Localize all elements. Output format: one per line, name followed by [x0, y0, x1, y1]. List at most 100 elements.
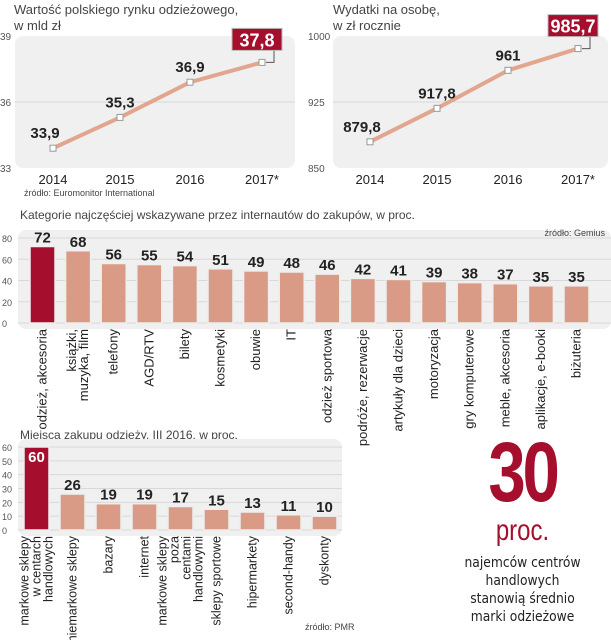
y-tick-label: 50: [2, 457, 12, 467]
callout-leader: [582, 34, 591, 50]
data-label: 39: [426, 265, 443, 282]
data-point: [258, 58, 266, 66]
data-point: [574, 45, 582, 53]
source-note: źródło: PMR: [305, 622, 355, 632]
data-point: [186, 78, 194, 86]
data-label: 48: [283, 255, 300, 272]
x-tick-label: 2016: [176, 172, 205, 187]
x-tick-label: 2014: [39, 172, 68, 187]
y-tick-label: 39: [0, 32, 12, 43]
bar: [29, 245, 56, 324]
bar: [278, 271, 305, 324]
x-tick-label: handlowymi: [192, 536, 206, 602]
data-label: 35: [533, 269, 550, 286]
callout-text: najemców centrów handlowych stanowią śre…: [464, 555, 581, 625]
x-tick-label: 2014: [356, 172, 385, 187]
bar: [207, 268, 234, 324]
y-tick-label: 850: [308, 164, 325, 175]
bar: [563, 285, 590, 324]
x-tick-label: markowe sklepy: [156, 535, 170, 625]
chart-title: Wydatki na osobę,: [333, 2, 440, 17]
x-tick-label: kosmetyki: [213, 329, 228, 387]
x-tick-label: odzież sportowa: [319, 328, 334, 423]
data-label: 46: [319, 257, 336, 274]
bar: [136, 263, 163, 324]
x-tick-label: obuwie: [248, 329, 263, 370]
y-tick-label: 40: [2, 277, 12, 287]
callout-number: 30: [488, 425, 560, 519]
data-label: 917,8: [418, 85, 456, 102]
y-tick-label: 80: [2, 234, 12, 244]
bar: [59, 493, 86, 531]
data-label: 13: [244, 495, 261, 512]
data-label: 41: [390, 262, 407, 279]
data-label: 49: [248, 254, 265, 271]
x-tick-label: książki,: [64, 329, 79, 372]
x-tick-label: 2016: [494, 172, 523, 187]
x-tick-label: bazary: [102, 535, 116, 573]
y-tick-label: 40: [2, 471, 12, 481]
bar: [420, 280, 448, 324]
chart-subtitle: w mld zł: [13, 18, 61, 33]
y-tick-label: 925: [308, 98, 325, 109]
x-tick-label: 2017*: [245, 172, 279, 187]
data-label: 37: [497, 267, 514, 284]
series-line: [52, 60, 263, 151]
data-point: [116, 113, 124, 121]
y-tick-label: 10: [2, 512, 12, 522]
x-tick-label: motoryzacja: [426, 328, 441, 399]
bar: [311, 515, 338, 531]
chart-title: Kategorie najczęściej wskazywane przez i…: [20, 208, 415, 222]
data-label: 19: [136, 487, 153, 504]
bar: [64, 250, 92, 324]
bar: [131, 502, 158, 531]
series-line: [369, 46, 579, 144]
x-tick-label: markowe sklepy: [18, 535, 32, 625]
data-label: 15: [208, 492, 225, 509]
chart-title: Wartość polskiego rynku odzieżowego,: [14, 2, 238, 17]
callout: 30 proc. najemców centrów handlowych sta…: [440, 430, 605, 626]
y-tick-label: 60: [2, 443, 12, 453]
data-label: 42: [355, 261, 372, 278]
data-label: 11: [281, 498, 297, 515]
bar: [527, 285, 555, 324]
x-tick-label: gry komputerowe: [462, 329, 477, 429]
x-tick-label: podróże, rezerwacje: [355, 329, 370, 446]
bar: [314, 273, 341, 324]
bar: [95, 502, 122, 531]
y-tick-label: 1000: [308, 32, 331, 43]
data-label: 17: [172, 489, 189, 506]
x-tick-label: poza: [168, 536, 182, 563]
x-tick-label: hipermarkety: [246, 535, 260, 608]
data-label: 10: [316, 499, 333, 516]
x-tick-label: second-handy: [282, 535, 296, 614]
source-note: źródło: Gemius: [544, 228, 605, 238]
x-tick-label: dyskonty: [318, 535, 332, 585]
y-tick-label: 0: [2, 526, 7, 536]
x-tick-label: odzież, akcesoria: [35, 328, 50, 429]
x-tick-label: artykuły dla dzieci: [391, 329, 406, 432]
data-label: 60: [28, 449, 45, 466]
bar: [100, 262, 127, 324]
x-tick-label: handlowych: [42, 536, 56, 602]
bar: [23, 446, 50, 531]
data-label: 26: [64, 477, 81, 494]
x-tick-label: w centarch: [30, 536, 44, 597]
data-label: 961: [495, 47, 520, 64]
x-tick-label: 2017*: [561, 172, 595, 187]
y-tick-label: 36: [0, 98, 12, 109]
source-note: źródło: Euromonitor International: [24, 188, 155, 198]
data-label: 35: [568, 269, 585, 286]
data-label: 38: [461, 266, 478, 283]
data-label: 54: [177, 249, 194, 266]
data-label: 33,9: [30, 125, 59, 142]
bar: [385, 278, 412, 324]
x-tick-label: 2015: [423, 172, 452, 187]
x-tick-label: biżuteria: [569, 328, 584, 378]
bar: [275, 514, 302, 531]
callout-unit: proc.: [495, 514, 550, 547]
x-tick-label: sklepy sportowe: [210, 536, 224, 626]
x-tick-label: AGD/RTV: [141, 329, 156, 387]
